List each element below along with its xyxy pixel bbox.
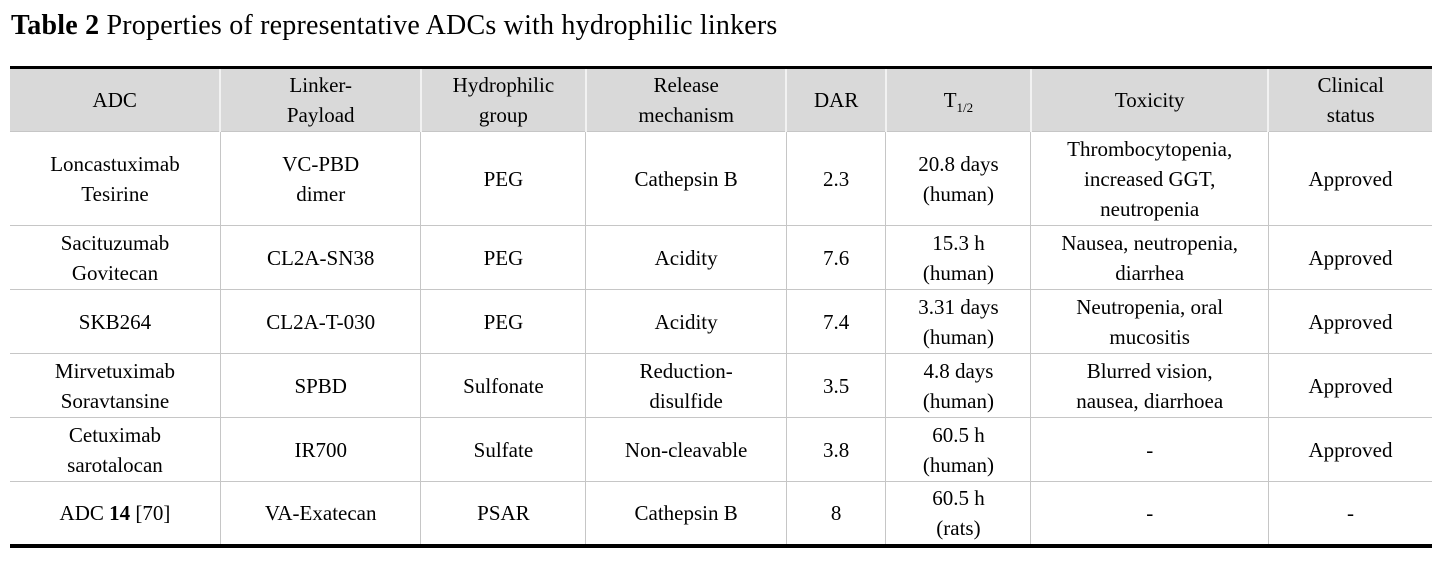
cell-clinical-status: Approved [1267, 225, 1432, 290]
cell-dar: 2.3 [785, 131, 886, 226]
cell-dar: 7.6 [785, 225, 886, 290]
table-row-adc14: ADC 14 [70] VA-Exatecan PSAR Cathepsin B… [10, 481, 1432, 547]
cell-adc: Loncastuximab Tesirine [50, 151, 180, 206]
cell-clinical-status: Approved [1267, 289, 1432, 354]
cell-hydrophilic-group: PSAR [420, 481, 586, 546]
adc14-pre: ADC [59, 501, 110, 525]
cell-t-half: 3.31 days (human) [885, 289, 1031, 354]
cell-adc: ADC 14 [70] [10, 482, 220, 547]
col-header-adc: ADC [10, 67, 221, 132]
caption-text: Properties of representative ADCs with h… [106, 10, 778, 41]
col-header-release-mechanism: Release mechanism [584, 67, 787, 132]
cell-adc: Sacituzumab Govitecan [60, 230, 170, 285]
t-half-subscript: 1/2 [956, 100, 974, 115]
cell-linker-payload: VA-Exatecan [219, 481, 421, 546]
col-header-linker-payload: Linker- Payload [219, 67, 421, 132]
cell-hydrophilic-group: PEG [420, 225, 586, 290]
cell-clinical-status: Approved [1267, 353, 1432, 418]
table-row-sacituzumab: Sacituzumab Govitecan CL2A-SN38 PEG Acid… [10, 225, 1432, 290]
cell-release-mechanism: Non-cleavable [585, 417, 787, 482]
col-header-clinical-status: Clinical status [1267, 67, 1432, 132]
cell-adc: Mirvetuximab Soravtansine [54, 358, 176, 413]
col-header-hydrophilic-group: Hydrophilic group [419, 67, 586, 132]
table-row-loncastuximab: Loncastuximab Tesirine VC-PBD dimer PEG … [10, 131, 1432, 226]
table-row-skb264: SKB264 CL2A-T-030 PEG Acidity 7.4 3.31 d… [10, 289, 1432, 354]
cell-t-half: 60.5 h (human) [885, 417, 1031, 482]
cell-t-half: 4.8 days (human) [885, 353, 1031, 418]
cell-t-half: 20.8 days (human) [885, 131, 1031, 226]
cell-t-half: 15.3 h (human) [885, 225, 1031, 290]
col-header-toxicity: Toxicity [1029, 67, 1269, 132]
cell-dar: 3.8 [785, 417, 886, 482]
t-half-base: T [943, 88, 957, 112]
col-header-t-half: T1/2 [884, 67, 1031, 132]
caption-label: Table 2 [11, 10, 100, 41]
cell-linker-payload: SPBD [219, 353, 421, 418]
adc-properties-table: ADC Linker- Payload Hydrophilic group Re… [10, 66, 1432, 548]
header-row: ADC Linker- Payload Hydrophilic group Re… [10, 67, 1432, 132]
adc14-number: 14 [109, 501, 131, 525]
cell-clinical-status: Approved [1267, 131, 1432, 226]
cell-dar: 7.4 [785, 289, 886, 354]
cell-release-mechanism: Cathepsin B [585, 131, 787, 226]
cell-linker-payload: CL2A-SN38 [219, 225, 421, 290]
col-header-dar: DAR [785, 67, 886, 132]
cell-hydrophilic-group: Sulfonate [420, 353, 586, 418]
cell-toxicity: - [1030, 417, 1269, 482]
cell-hydrophilic-group: Sulfate [420, 417, 586, 482]
cell-toxicity: Blurred vision, nausea, diarrhoea [1030, 353, 1269, 418]
cell-linker-payload: CL2A-T-030 [219, 289, 421, 354]
cell-dar: 8 [785, 481, 886, 546]
cell-clinical-status: Approved [1267, 417, 1432, 482]
cell-linker-payload: IR700 [219, 417, 421, 482]
cell-toxicity: Neutropenia, oral mucositis [1030, 289, 1269, 354]
cell-clinical-status: - [1267, 481, 1432, 546]
adc14-ref: [70] [130, 501, 171, 525]
cell-release-mechanism: Acidity [585, 289, 787, 354]
cell-adc: SKB264 [78, 309, 152, 334]
cell-linker-payload: VC-PBD dimer [219, 131, 421, 226]
cell-hydrophilic-group: PEG [420, 289, 586, 354]
table-row-cetuximab: Cetuximab sarotalocan IR700 Sulfate Non-… [10, 417, 1432, 482]
cell-adc: Cetuximab sarotalocan [67, 422, 163, 477]
cell-release-mechanism: Reduction- disulfide [585, 353, 787, 418]
cell-release-mechanism: Cathepsin B [585, 481, 787, 546]
table-caption: Table 2 Properties of representative ADC… [11, 10, 1432, 42]
cell-toxicity: Thrombocytopenia, increased GGT, neutrop… [1030, 131, 1269, 226]
table-row-mirvetuximab: Mirvetuximab Soravtansine SPBD Sulfonate… [10, 353, 1432, 418]
cell-toxicity: - [1030, 481, 1269, 546]
cell-toxicity: Nausea, neutropenia, diarrhea [1030, 225, 1269, 290]
cell-t-half: 60.5 h (rats) [885, 481, 1031, 546]
cell-release-mechanism: Acidity [585, 225, 787, 290]
cell-hydrophilic-group: PEG [420, 131, 586, 226]
cell-dar: 3.5 [785, 353, 886, 418]
